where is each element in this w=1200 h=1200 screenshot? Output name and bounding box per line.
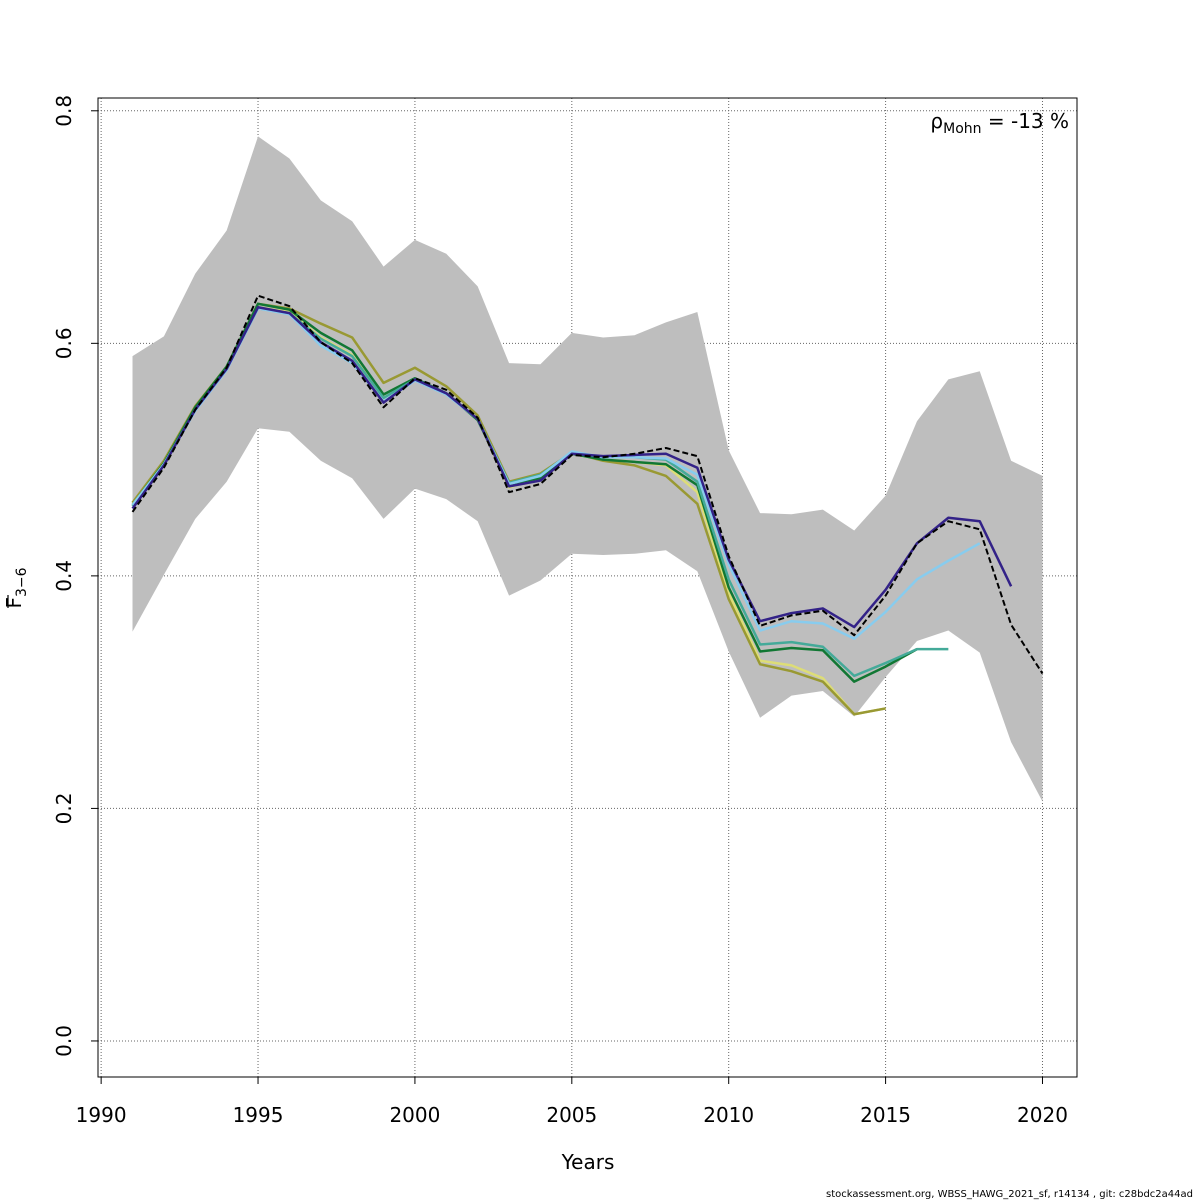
series-line-6 <box>131 306 1013 629</box>
y-tick-label-0.2: 0.2 <box>52 793 76 825</box>
confidence-band <box>132 136 1043 802</box>
y-axis: 0.0 0.2 0.4 0.6 0.8 <box>52 95 99 1057</box>
footer-credit: stockassessment.org, WBSS_HAWG_2021_sf, … <box>826 1189 1193 1200</box>
rho-symbol: ρ <box>930 109 943 133</box>
y-tick-label-0.6: 0.6 <box>52 327 76 359</box>
series-lines <box>131 294 1044 716</box>
y-axis-title: F3−6 <box>2 567 30 608</box>
x-tick-label-2015: 2015 <box>860 1103 911 1127</box>
x-tick-label-1995: 1995 <box>233 1103 284 1127</box>
y-tick-label-0.4: 0.4 <box>52 560 76 592</box>
svg-text:F3−6: F3−6 <box>2 567 30 608</box>
y-axis-title-sub: 3−6 <box>14 567 30 597</box>
x-tick-label-2000: 2000 <box>389 1103 440 1127</box>
y-tick-label-0.0: 0.0 <box>52 1025 76 1057</box>
x-tick-label-2005: 2005 <box>546 1103 597 1127</box>
x-axis-title: Years <box>561 1150 615 1174</box>
x-axis: 1990 1995 2000 2005 2010 2015 2020 <box>76 1076 1068 1127</box>
rho-value: = -13 % <box>982 109 1070 133</box>
rho-subscript: Mohn <box>943 121 981 137</box>
confidence-band-area <box>132 136 1043 802</box>
y-tick-label-0.8: 0.8 <box>52 95 76 127</box>
y-axis-title-base: F <box>2 597 26 609</box>
mohn-rho-annotation: ρMohn = -13 % <box>930 109 1069 137</box>
x-tick-label-2010: 2010 <box>703 1103 754 1127</box>
series-line-7 <box>131 294 1044 675</box>
x-tick-label-2020: 2020 <box>1017 1103 1068 1127</box>
x-tick-label-1990: 1990 <box>76 1103 127 1127</box>
